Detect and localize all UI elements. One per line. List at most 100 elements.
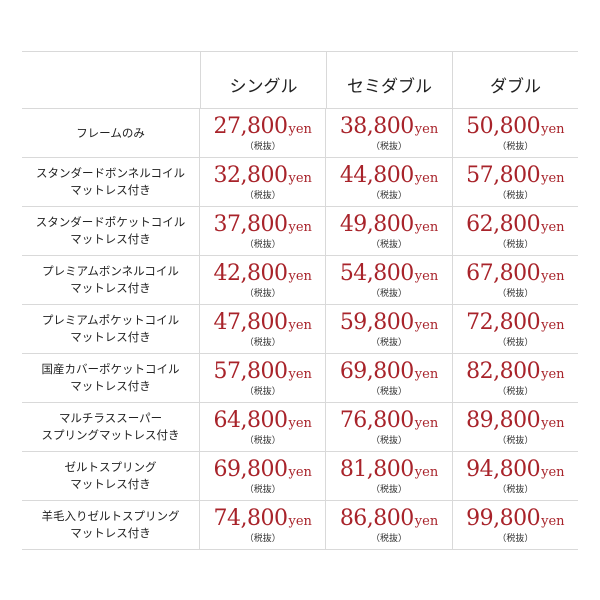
row-label-cell: スタンダードポケットコイル マットレス付き xyxy=(22,207,199,255)
row-label-cell: プレミアムボンネルコイル マットレス付き xyxy=(22,256,199,304)
price-value: 69,800 xyxy=(339,358,414,384)
tax-excluded-note: （税抜） xyxy=(371,337,408,348)
tax-excluded-note: （税抜） xyxy=(244,239,281,250)
price-value: 50,800 xyxy=(466,113,541,139)
row-label: プレミアムボンネルコイル マットレス付き xyxy=(42,264,179,295)
column-header-double: ダブル xyxy=(452,52,578,108)
price-cell-double: 89,800yen （税抜） xyxy=(451,403,578,451)
price: 38,800yen xyxy=(340,115,439,141)
tax-excluded-note: （税抜） xyxy=(497,533,534,544)
tax-excluded-note: （税抜） xyxy=(371,386,408,397)
price-value: 47,800 xyxy=(213,309,288,335)
price-unit: yen xyxy=(414,464,439,480)
tax-excluded-note: （税抜） xyxy=(244,484,281,495)
price-unit: yen xyxy=(288,317,312,333)
price: 81,800yen xyxy=(339,456,439,484)
price: 86,800yen xyxy=(339,505,438,533)
price-table: シングル セミダブル ダブル フレームのみ 27,800yen （税抜） 38,800… xyxy=(22,51,578,550)
row-label-cell: 国産カバーポケットコイル マットレス付き xyxy=(22,354,199,402)
price-cell-single: 47,800yen （税抜） xyxy=(199,305,325,353)
price-value: 54,800 xyxy=(339,260,414,286)
price-unit: yen xyxy=(541,268,565,284)
price-cell-double: 72,800yen （税抜） xyxy=(451,305,578,353)
row-divider xyxy=(22,500,578,501)
price-unit: yen xyxy=(541,219,565,235)
price: 59,800yen xyxy=(339,309,439,337)
tax-excluded-note: （税抜） xyxy=(244,288,281,299)
table-row: フレームのみ 27,800yen （税抜） 38,800yen （税抜） 50,800ye… xyxy=(22,109,578,157)
row-label-cell: ゼルトスプリング マットレス付き xyxy=(22,452,199,500)
row-label: マルチラススーパー スプリングマットレス付き xyxy=(41,411,180,442)
price: 74,800yen xyxy=(213,505,312,533)
price-cell-semi-double: 69,800yen （税抜） xyxy=(325,354,451,402)
price: 94,800yen xyxy=(466,458,564,484)
price-cell-double: 62,800yen （税抜） xyxy=(451,207,578,255)
price: 32,800yen xyxy=(213,162,312,190)
price-cell-single: 37,800yen （税抜） xyxy=(199,207,325,255)
row-divider xyxy=(22,304,578,305)
price-value: 44,800 xyxy=(339,162,414,188)
table-row: マルチラススーパー スプリングマットレス付き 64,800yen （税抜） 76,80… xyxy=(22,403,578,451)
price-value: 59,800 xyxy=(339,309,414,335)
row-label: プレミアムポケットコイル マットレス付き xyxy=(41,313,180,344)
row-label: スタンダードボンネルコイル マットレス付き xyxy=(36,166,186,197)
tax-excluded-note: （税抜） xyxy=(371,288,408,299)
table-top-rule xyxy=(22,51,578,52)
header-corner-cell xyxy=(22,52,200,108)
price-value: 76,800 xyxy=(339,407,414,433)
price: 57,800yen xyxy=(214,360,312,386)
row-label: フレームのみ xyxy=(76,125,145,140)
price-unit: yen xyxy=(414,121,439,137)
price: 62,800yen xyxy=(466,213,565,239)
price-cell-semi-double: 54,800yen （税抜） xyxy=(325,256,451,304)
tax-excluded-note: （税抜） xyxy=(497,141,534,152)
price-unit: yen xyxy=(414,268,439,284)
price-value: 69,800 xyxy=(213,456,288,482)
row-label: ゼルトスプリング マットレス付き xyxy=(64,460,157,491)
table-row: 国産カバーポケットコイル マットレス付き 57,800yen （税抜） 69,800y… xyxy=(22,354,578,402)
price: 67,800yen xyxy=(466,262,565,288)
row-divider xyxy=(22,157,578,158)
price: 44,800yen xyxy=(339,162,439,190)
price-cell-semi-double: 44,800yen （税抜） xyxy=(325,158,451,206)
row-label-cell: プレミアムポケットコイル マットレス付き xyxy=(22,305,199,353)
price-unit: yen xyxy=(288,513,312,529)
price: 82,800yen xyxy=(466,358,565,386)
header-row: シングル セミダブル ダブル xyxy=(22,52,578,108)
row-label-cell: マルチラススーパー スプリングマットレス付き xyxy=(22,403,199,451)
row-label-cell: フレームのみ xyxy=(22,109,199,157)
price-unit: yen xyxy=(288,415,312,431)
price-unit: yen xyxy=(414,366,439,382)
price-unit: yen xyxy=(541,366,565,382)
price-unit: yen xyxy=(414,317,439,333)
price-unit: yen xyxy=(414,219,439,235)
price-value: 81,800 xyxy=(339,456,414,482)
price-unit: yen xyxy=(541,513,565,529)
tax-excluded-note: （税抜） xyxy=(497,386,534,397)
table-row: プレミアムボンネルコイル マットレス付き 42,800yen （税抜） 54,800y… xyxy=(22,256,578,304)
price: 69,800yen xyxy=(213,456,312,484)
row-label-cell: スタンダードボンネルコイル マットレス付き xyxy=(22,158,199,206)
price: 64,800yen xyxy=(213,407,312,435)
table-row: スタンダードボンネルコイル マットレス付き 32,800yen （税抜） 44,800… xyxy=(22,158,578,206)
price-unit: yen xyxy=(414,170,439,186)
header-rule xyxy=(22,108,578,109)
price-value: 64,800 xyxy=(213,407,288,433)
price-cell-single: 57,800yen （税抜） xyxy=(199,354,325,402)
price-unit: yen xyxy=(288,170,312,186)
price-unit: yen xyxy=(288,121,312,137)
price-cell-semi-double: 81,800yen （税抜） xyxy=(325,452,451,500)
price: 42,800yen xyxy=(213,260,312,288)
price-value: 42,800 xyxy=(213,260,288,286)
price-value: 27,800 xyxy=(213,113,288,139)
table-row: プレミアムポケットコイル マットレス付き 47,800yen （税抜） 59,800y… xyxy=(22,305,578,353)
price: 49,800yen xyxy=(340,213,439,239)
price-unit: yen xyxy=(288,268,312,284)
price-value: 74,800 xyxy=(213,505,288,531)
price-value: 82,800 xyxy=(466,358,541,384)
price-cell-double: 82,800yen （税抜） xyxy=(451,354,578,402)
price-value: 86,800 xyxy=(339,505,414,531)
table-row: ゼルトスプリング マットレス付き 69,800yen （税抜） 81,800yen （税… xyxy=(22,452,578,500)
price-value: 32,800 xyxy=(213,162,288,188)
price: 27,800yen xyxy=(213,113,312,141)
